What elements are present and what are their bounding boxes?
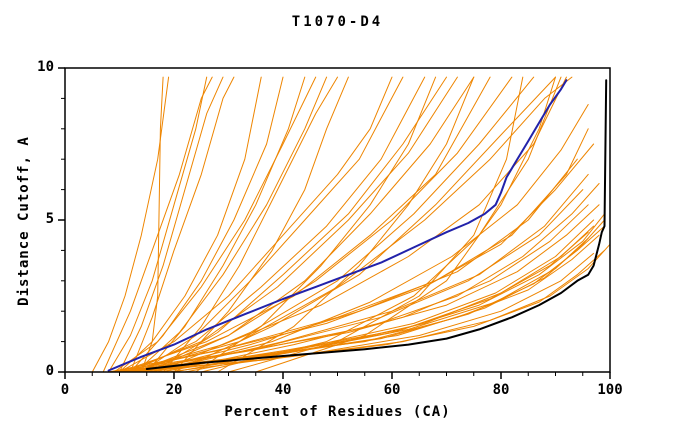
model-curve bbox=[151, 173, 589, 373]
black-model-curve bbox=[145, 79, 608, 370]
x-tick-label: 40 bbox=[274, 382, 292, 398]
model-curve bbox=[119, 76, 491, 373]
model-curve bbox=[129, 76, 573, 373]
model-curve bbox=[91, 76, 170, 373]
blue-model-curve bbox=[107, 79, 568, 372]
model-curve bbox=[113, 234, 600, 373]
model-curve bbox=[124, 76, 567, 373]
model-curve bbox=[129, 76, 426, 373]
model-curve bbox=[135, 76, 328, 373]
model-curve bbox=[217, 76, 475, 373]
model-curve bbox=[162, 76, 338, 373]
x-tick-label: 0 bbox=[60, 382, 70, 398]
model-curve bbox=[200, 76, 562, 373]
model-curve bbox=[135, 76, 513, 373]
model-curve bbox=[119, 183, 600, 373]
model-curve bbox=[173, 76, 556, 373]
model-curve bbox=[140, 76, 164, 373]
x-tick-label: 80 bbox=[492, 382, 510, 398]
chart-title: T1070-D4 bbox=[291, 14, 384, 30]
model-curve bbox=[140, 158, 578, 373]
model-curve bbox=[113, 76, 317, 373]
x-tick-label: 60 bbox=[383, 382, 401, 398]
model-curve bbox=[102, 76, 213, 373]
model-curve bbox=[124, 76, 458, 373]
model-curve bbox=[173, 76, 349, 373]
y-tick-label: 0 bbox=[45, 363, 54, 379]
model-curve bbox=[119, 76, 262, 373]
model-curve bbox=[119, 76, 224, 373]
model-curve bbox=[129, 76, 235, 373]
model-curve bbox=[108, 204, 600, 373]
x-axis-label: Percent of Residues (CA) bbox=[224, 404, 451, 420]
x-tick-label: 20 bbox=[165, 382, 183, 398]
y-tick-label: 5 bbox=[45, 211, 54, 227]
model-curve bbox=[151, 76, 447, 373]
x-tick-label: 100 bbox=[597, 382, 623, 398]
model-curve bbox=[146, 76, 475, 373]
model-curve bbox=[157, 76, 535, 373]
model-curve bbox=[119, 76, 393, 373]
model-curve bbox=[151, 104, 589, 373]
model-curve bbox=[140, 76, 404, 373]
model-curve bbox=[140, 243, 611, 373]
y-tick-label: 10 bbox=[37, 59, 54, 75]
model-curve bbox=[162, 204, 589, 373]
model-curve bbox=[108, 143, 595, 373]
model-curve bbox=[255, 76, 556, 373]
model-curve bbox=[146, 76, 306, 373]
model-curve bbox=[108, 76, 208, 373]
